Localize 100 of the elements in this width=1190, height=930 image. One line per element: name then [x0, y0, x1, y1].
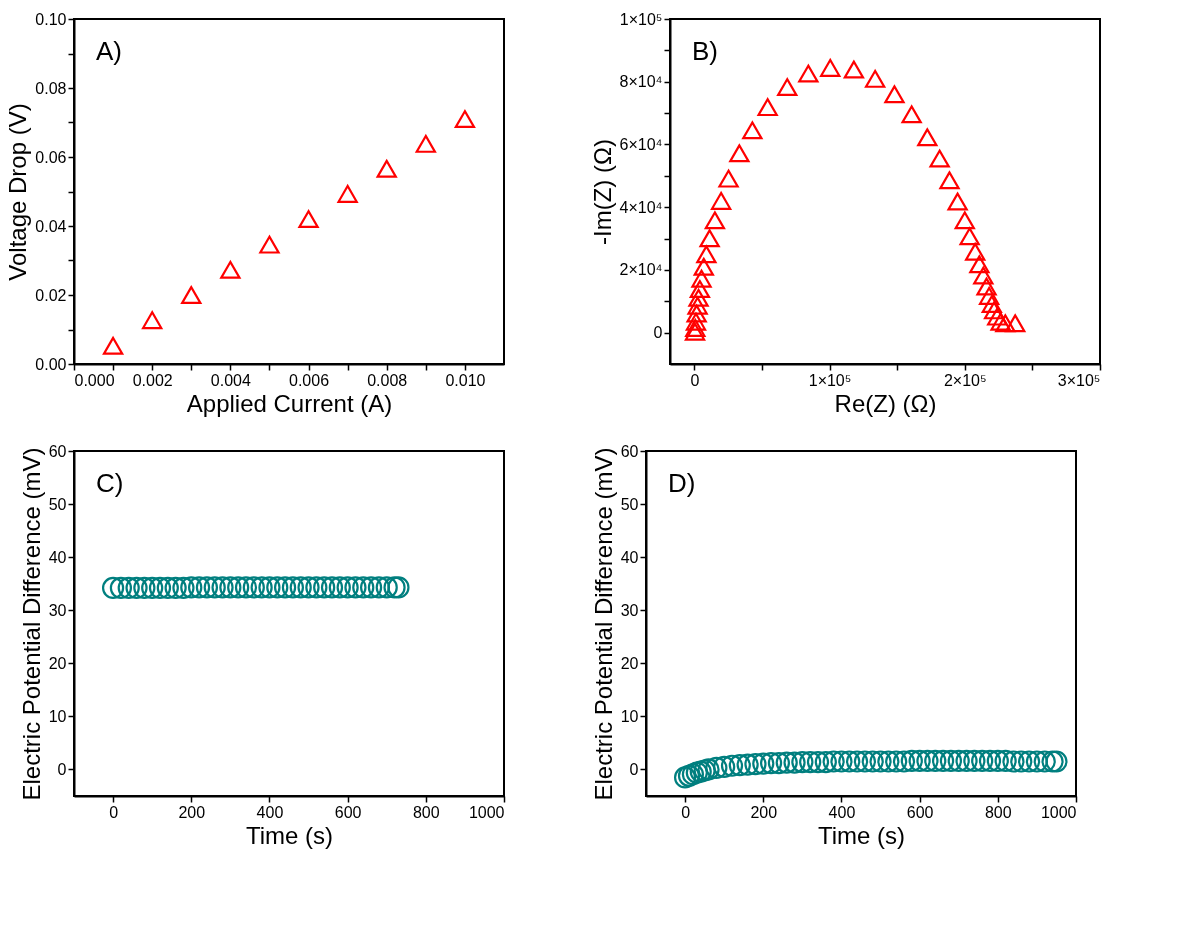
- x-tick-label: 400: [828, 803, 856, 821]
- point: [830, 750, 853, 773]
- point: [814, 750, 837, 774]
- point: [220, 260, 241, 279]
- point: [916, 749, 939, 773]
- point: [298, 210, 319, 229]
- point: [806, 750, 830, 774]
- x-tick-label: 0.008: [367, 371, 408, 389]
- y-tick-label: 0.02: [35, 286, 67, 304]
- y-axis-title: Electric Potential Difference (mV): [589, 447, 617, 801]
- y-tick-label: 0.04: [35, 217, 67, 235]
- point: [1010, 750, 1033, 773]
- point: [337, 184, 358, 203]
- point: [181, 286, 202, 304]
- point: [720, 754, 744, 777]
- y-tick-label: 6×10⁴: [619, 135, 663, 153]
- y-tick-label: 0.10: [35, 10, 67, 28]
- point: [838, 750, 861, 773]
- point: [822, 750, 845, 773]
- point: [939, 749, 963, 773]
- y-tick-label: 8×10⁴: [619, 73, 663, 91]
- y-axis-title: Voltage Drop (V): [4, 103, 32, 281]
- point: [142, 311, 163, 330]
- point: [775, 751, 798, 774]
- point: [454, 110, 476, 129]
- x-tick-label: 200: [750, 803, 778, 821]
- point: [752, 752, 775, 775]
- y-tick-label: 60: [620, 442, 639, 460]
- point: [415, 134, 436, 153]
- point: [955, 749, 978, 773]
- x-tick-label: 400: [256, 803, 284, 821]
- x-tick-label: 1000: [468, 803, 505, 821]
- y-tick-label: 0.00: [35, 355, 67, 373]
- x-tick-label: 600: [334, 803, 362, 821]
- point: [1033, 750, 1056, 773]
- point: [744, 753, 767, 776]
- point: [767, 752, 791, 775]
- x-axis-title: Time (s): [817, 821, 906, 849]
- point: [705, 756, 728, 779]
- x-tick-label: 2×10⁵: [943, 371, 987, 389]
- x-tick-label: 0: [681, 803, 691, 821]
- y-axis-title: -Im(Z) (Ω): [588, 139, 616, 245]
- x-tick-label: 800: [984, 803, 1012, 821]
- y-tick-label: 0: [653, 324, 663, 342]
- point: [728, 754, 751, 777]
- y-tick-label: 4×10⁴: [619, 198, 663, 216]
- y-tick-label: 0: [57, 760, 67, 778]
- y-tick-label: 50: [620, 495, 639, 513]
- y-tick-label: 40: [48, 548, 67, 566]
- y-axis-title: Electric Potential Difference (mV): [17, 447, 45, 801]
- y-tick-label: 40: [620, 548, 639, 566]
- x-tick-label: 0.002: [132, 371, 173, 389]
- point: [963, 749, 986, 773]
- point: [259, 235, 280, 254]
- point: [1025, 750, 1049, 773]
- x-tick-label: 0: [109, 803, 119, 821]
- x-axis-title: Applied Current (A): [186, 389, 393, 417]
- y-tick-label: 0: [629, 760, 639, 778]
- x-tick-label: 1×10⁵: [808, 371, 852, 389]
- y-tick-label: 0.06: [35, 148, 67, 166]
- point: [853, 750, 877, 773]
- point: [971, 749, 994, 773]
- y-tick-label: 20: [620, 654, 639, 672]
- point: [900, 749, 923, 773]
- point: [947, 749, 970, 773]
- x-tick-label: 0.004: [210, 371, 251, 389]
- point: [102, 336, 124, 355]
- point: [994, 749, 1017, 773]
- point: [885, 750, 908, 773]
- point: [986, 749, 1009, 773]
- point: [931, 749, 955, 773]
- point: [759, 752, 783, 775]
- x-axis-title: Re(Z) (Ω): [834, 389, 937, 417]
- y-tick-label: 1×10⁵: [619, 10, 663, 28]
- y-tick-label: 50: [48, 495, 67, 513]
- y-tick-label: 60: [48, 442, 67, 460]
- y-tick-label: 10: [620, 707, 639, 725]
- point: [978, 749, 1002, 773]
- x-tick-label: 600: [906, 803, 934, 821]
- x-tick-label: 3×10⁵: [1057, 371, 1101, 389]
- point: [783, 751, 806, 774]
- x-axis-title: Time (s): [245, 821, 334, 849]
- x-tick-label: 0.010: [445, 371, 486, 389]
- point: [924, 749, 947, 773]
- point: [892, 750, 916, 773]
- y-tick-label: 0.08: [35, 79, 67, 97]
- x-tick-label: 800: [412, 803, 440, 821]
- point: [908, 749, 931, 773]
- point: [869, 750, 892, 773]
- annotation: B): [692, 36, 718, 66]
- annotation: C): [96, 468, 124, 498]
- point: [861, 750, 884, 773]
- y-tick-label: 30: [620, 601, 639, 619]
- y-tick-label: 2×10⁴: [619, 261, 663, 279]
- x-tick-label: 0.000: [74, 371, 115, 389]
- annotation: A): [96, 36, 122, 66]
- point: [845, 750, 869, 773]
- point: [877, 750, 900, 773]
- point: [376, 159, 397, 178]
- y-tick-label: 10: [48, 707, 67, 725]
